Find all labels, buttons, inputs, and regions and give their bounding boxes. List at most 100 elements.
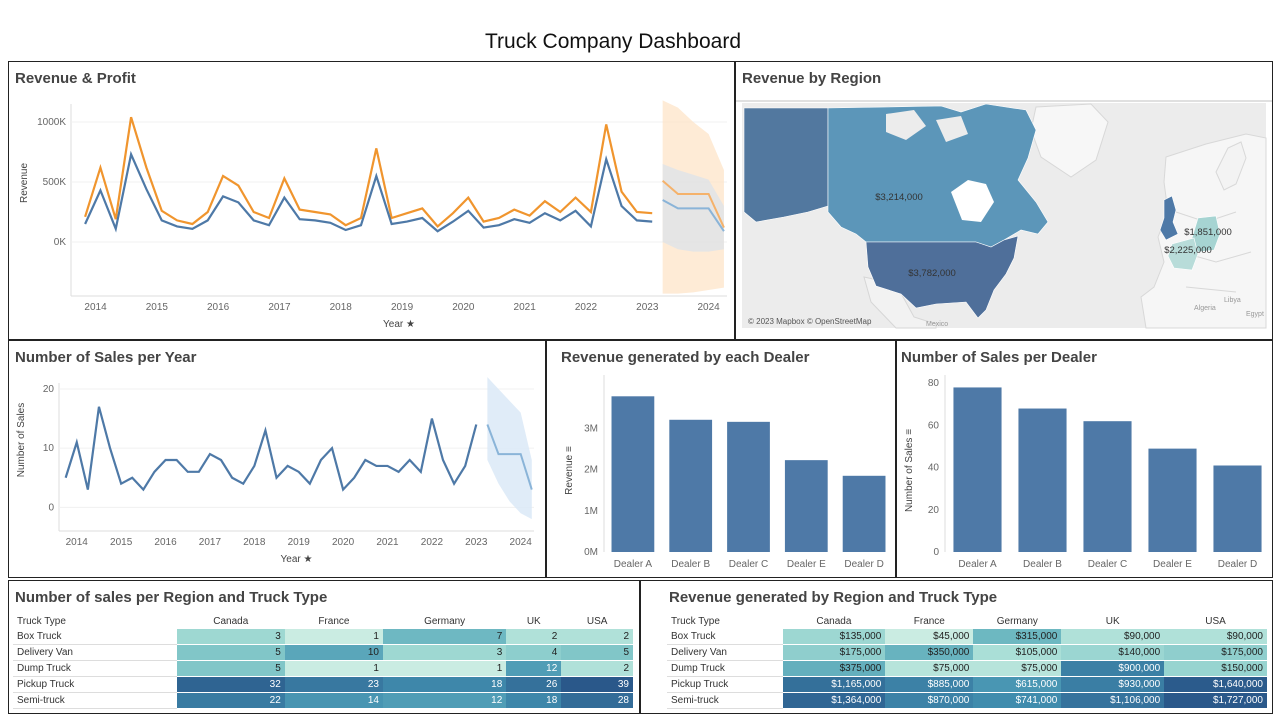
x-tick-label: 2020 [332,537,355,548]
x-tick-label: Dealer A [614,559,653,570]
x-tick-label: 2020 [452,302,475,313]
heatmap-row-label: Delivery Van [667,644,783,661]
x-tick-label: 2018 [330,302,353,313]
heatmap-cell: 3 [382,644,507,661]
map-label-canada: $3,214,000 [875,192,923,203]
heatmap-cell: 12 [506,660,562,677]
heatmap-column-header: USA [586,616,608,627]
x-tick-label: Dealer E [787,559,826,570]
map-label-usa: $3,782,000 [908,268,956,279]
revenue-profit-title: Revenue & Profit [15,70,136,87]
revenue-heatmap[interactable]: Truck Type Canada France Germany UK USA Box Tr… [667,614,1267,709]
heatmap-cell: 3 [176,629,285,645]
bar-dealer-c [727,421,770,552]
heatmap-row-label: Dump Truck [667,660,783,677]
heatmap-cell: 4 [506,644,562,661]
heatmap-cell: 1 [284,629,383,645]
map-region-uk [1159,195,1179,241]
y-tick-label: 0M [584,547,598,558]
revenue-region-map[interactable]: $3,214,000 $3,782,000 $1,851,000 $2,225,… [736,62,1272,339]
x-tick-label: 2015 [146,302,169,313]
y-axis-title: Revenue [19,163,30,203]
heatmap-row: Semi-truck $1,364,000 $870,000 $741,000 $1,1… [667,692,1267,709]
y-tick-label: 80 [928,378,940,389]
heatmap-cell: 5 [176,660,285,677]
heatmap-row-header: Truck Type [671,616,720,627]
x-tick-label: 2023 [636,302,659,313]
sales-dealer-chart[interactable]: 0 20 40 60 80 Dealer A Dealer B Dealer C Dealer … [897,341,1272,577]
heatmap-cell: $375,000 [782,660,886,677]
y-tick-label: 20 [43,384,55,395]
y-tick-label: 2M [584,465,598,476]
x-tick-label: 2019 [391,302,414,313]
y-tick-label: 20 [928,505,940,516]
heatmap-row-label: Pickup Truck [13,676,177,693]
heatmap-cell: $175,000 [782,644,886,661]
heatmap-column-header: UK [526,616,541,627]
heatmap-cell: 39 [561,676,633,693]
y-tick-label: 500K [43,177,67,188]
heatmap-cell: $885,000 [885,676,974,693]
y-tick-label: 3M [584,423,598,434]
sales-year-chart[interactable]: 0 10 20 2014 2015 2016 2017 2018 2019 2020 2021 202… [9,341,545,577]
heatmap-cell: $1,727,000 [1164,692,1267,709]
x-tick-label: 2017 [268,302,291,313]
y-tick-label: 1M [584,506,598,517]
heatmap-row: Box Truck 3 1 7 2 2 [13,629,633,645]
revenue-profit-panel: Revenue & Profit 0K 500K 1000K 2014 2015 2016… [8,61,735,340]
revenue-region-panel: Revenue by Region $3,214,000 $3,782,000 … [735,61,1273,340]
heatmap-column-header: France [913,616,945,627]
heatmap-row: Delivery Van 5 10 3 4 5 [13,644,633,661]
heatmap-row-header: Truck Type [17,616,66,627]
x-tick-label: 2024 [697,302,720,313]
heatmap-cell: $150,000 [1164,660,1267,677]
y-tick-label: 40 [928,463,940,474]
heatmap-cell: 12 [382,692,507,709]
map-hudson-bay [951,180,994,222]
heatmap-cell: $90,000 [1164,629,1267,645]
x-tick-label: Dealer B [1023,559,1062,570]
forecast-line-sales [486,424,533,490]
heatmap-cell: $741,000 [973,692,1062,709]
revenue-region-title: Revenue by Region [742,70,882,87]
heatmap-column-header: Canada [213,616,249,627]
x-tick-label: 2017 [199,537,222,548]
map-place-libya: Libya [1224,297,1241,304]
heatmap-row: Delivery Van $175,000 $350,000 $105,000 $140… [667,644,1267,661]
heatmap-row: Pickup Truck 32 23 18 26 39 [13,676,633,693]
revenue-dealer-panel: Revenue generated by each Dealer 0M 1M 2M 3… [546,340,896,578]
x-tick-label: Dealer D [1218,559,1257,570]
heatmap-cell: $1,640,000 [1164,676,1267,693]
x-tick-label: 2016 [207,302,230,313]
heatmap-cell: $45,000 [885,629,974,645]
heatmap-row-label: Delivery Van [13,644,177,661]
heatmap-column-header: France [318,616,350,627]
revenue-profit-chart[interactable]: 0K 500K 1000K 2014 2015 2016 2017 2018 2019 2020 2… [9,62,734,339]
revenue-dealer-chart[interactable]: 0M 1M 2M 3M Dealer A Dealer B Dealer C Dealer E… [547,341,895,577]
heatmap-cell: $140,000 [1061,644,1165,661]
map-region-canada [827,103,1049,248]
x-tick-label: 2016 [154,537,177,548]
heatmap-cell: 1 [382,660,507,677]
x-tick-label: Dealer A [958,559,997,570]
heatmap-cell: $1,165,000 [782,676,886,693]
heatmap-row-label: Dump Truck [13,660,177,677]
heatmap-cell: 5 [561,644,633,661]
bar-dealer-d [842,475,886,552]
sales-year-title: Number of Sales per Year [15,349,197,366]
heatmap-cell: 32 [176,676,285,693]
x-tick-label: 2014 [84,302,107,313]
x-tick-label: Dealer B [671,559,710,570]
map-place-mexico: Mexico [926,321,948,328]
heatmap-cell: $175,000 [1164,644,1267,661]
sales-heatmap[interactable]: Truck Type Canada France Germany UK USA Box Tr… [13,614,633,709]
heatmap-cell: 1 [284,660,383,677]
heatmap-row: Dump Truck $375,000 $75,000 $75,000 $900,000… [667,660,1267,677]
forecast-line-revenue [661,180,725,229]
map-arctic-islands [886,110,968,142]
series-line-profit [84,150,653,233]
bar-dealer-a [953,387,1002,552]
heatmap-cell: 28 [561,692,633,709]
heatmap-cell: 26 [506,676,562,693]
heatmap-row: Pickup Truck $1,165,000 $885,000 $615,000 $9… [667,676,1267,693]
